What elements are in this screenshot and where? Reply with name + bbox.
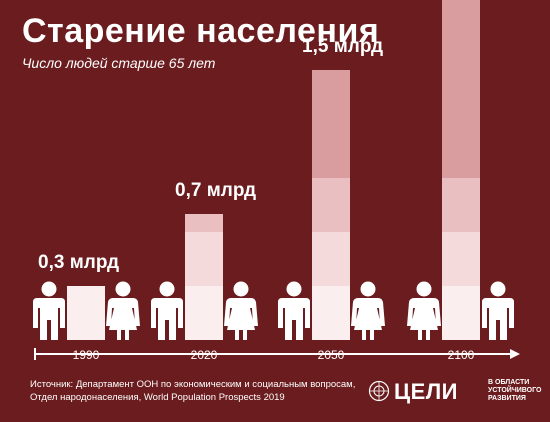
man-figure-icon (482, 281, 514, 340)
logo-tagline: В ОБЛАСТИ УСТОЙЧИВОГО РАЗВИТИЯ (488, 379, 542, 403)
bar-segment (67, 286, 105, 340)
bar-segment (312, 124, 350, 178)
bar-segment (442, 178, 480, 232)
page-title: Старение населения (22, 12, 380, 50)
man-figure-icon (278, 281, 310, 340)
bar-segment (442, 232, 480, 286)
man-figure-icon (33, 281, 65, 340)
sdg-logo: ЦЕЛИ В ОБЛАСТИ УСТОЙЧИВОГО РАЗВИТИЯ (368, 376, 542, 406)
woman-figure-icon (224, 281, 258, 340)
bar-segment (185, 286, 223, 340)
bar-segment (442, 0, 480, 16)
bar-segment (442, 286, 480, 340)
bar-segment (312, 232, 350, 286)
woman-figure-icon (351, 281, 385, 340)
logo-wordmark: ЦЕЛИ (394, 379, 458, 404)
woman-figure-icon (407, 281, 441, 340)
bar-segment (442, 124, 480, 178)
page-subtitle: Число людей старше 65 лет (22, 55, 216, 71)
bar-segment (185, 214, 223, 232)
source-note: Источник: Департамент ООН по экономическ… (30, 378, 355, 404)
bar-segment (312, 286, 350, 340)
value-label: 0,3 млрд (38, 252, 119, 273)
value-label: 0,7 млрд (175, 180, 256, 201)
man-figure-icon (151, 281, 183, 340)
bar-segment (312, 70, 350, 124)
logo-tagline-line: РАЗВИТИЯ (488, 395, 526, 402)
value-label: 1,5 млрд (302, 36, 383, 57)
bar-segment (442, 16, 480, 70)
bar-segment (185, 232, 223, 286)
woman-figure-icon (106, 281, 140, 340)
timeline-axis (34, 348, 520, 360)
bar-segment (312, 178, 350, 232)
source-line-1: Источник: Департамент ООН по экономическ… (30, 379, 356, 390)
un-emblem-icon (368, 380, 390, 402)
logo-tagline-line: УСТОЙЧИВОГО (488, 387, 542, 394)
bar-segment (442, 70, 480, 124)
source-line-2: Отдел народонаселения, World Population … (30, 392, 285, 403)
logo-tagline-line: В ОБЛАСТИ (488, 379, 530, 386)
